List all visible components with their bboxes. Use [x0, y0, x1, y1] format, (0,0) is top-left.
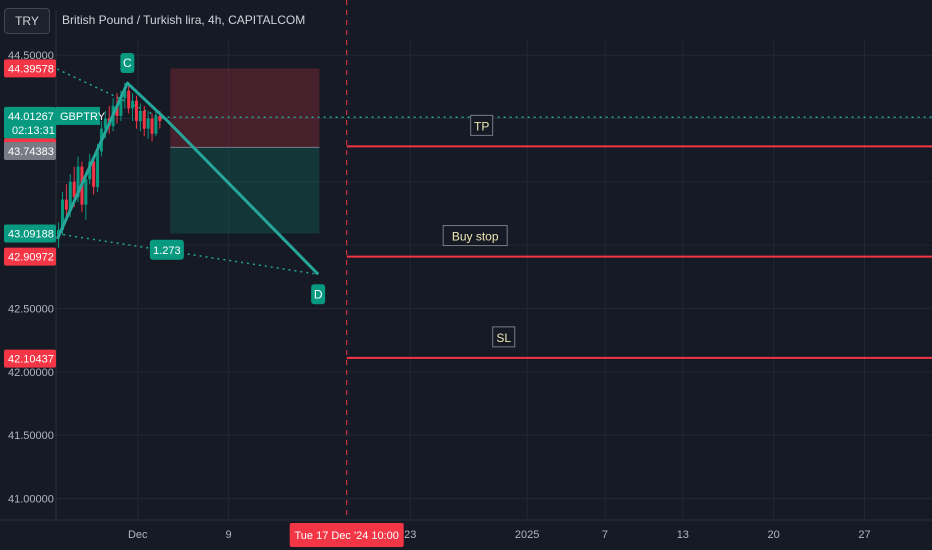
- crosshair-time-label: Tue 17 Dec '24 10:00: [294, 530, 398, 542]
- grid: [56, 40, 932, 520]
- candle-body: [146, 118, 150, 129]
- symbol-tag-badge: [56, 106, 100, 125]
- time-tick-label: 13: [677, 529, 689, 541]
- chart-header: TRY British Pound / Turkish lira, 4h, CA…: [0, 0, 932, 40]
- candle-body: [96, 151, 100, 187]
- symbol-tag-label: GBPTRY: [60, 111, 106, 123]
- candle-body: [127, 90, 131, 109]
- candle-body: [68, 181, 72, 210]
- time-tick-label: Dec: [128, 529, 148, 541]
- candle-body: [88, 161, 92, 180]
- pattern-point-label: D: [314, 287, 323, 301]
- candle-body: [154, 115, 158, 134]
- candle-body: [76, 166, 80, 198]
- price-label-value: 42.10437: [8, 354, 54, 366]
- price-tick-label: 41.50000: [8, 430, 54, 442]
- candle-body: [115, 105, 119, 116]
- price-tick-label: 42.00000: [8, 367, 54, 379]
- dotted-trend-line: [56, 68, 168, 122]
- price-label-value: 42.90972: [8, 252, 54, 264]
- price-label-badge: [4, 247, 56, 266]
- time-tick-label: 7: [602, 529, 608, 541]
- level-label: TP: [474, 119, 489, 133]
- position-stop-zone: [170, 68, 320, 148]
- time-tick-label: 2025: [515, 529, 539, 541]
- candle-body: [158, 115, 162, 122]
- pattern-point-label: C: [123, 56, 132, 70]
- price-label-countdown: 02:13:31: [12, 125, 55, 137]
- price-tick-label: 41.00000: [8, 493, 54, 505]
- time-tick-label: 20: [768, 529, 780, 541]
- fib-ratio-label: 1.273: [153, 245, 181, 257]
- candle-body: [103, 118, 107, 129]
- price-label-badge: [4, 106, 56, 139]
- candle-body: [123, 90, 127, 99]
- level-label-box: [492, 326, 516, 348]
- price-tick-label: 42.50000: [8, 303, 54, 315]
- candle-body: [142, 110, 146, 129]
- price-label-badge: [4, 59, 56, 78]
- level-label-box: [442, 225, 508, 247]
- candle-body: [119, 98, 123, 116]
- candle-body: [138, 110, 142, 122]
- candle-body: [150, 118, 154, 134]
- price-label-value: 43.74383: [8, 146, 54, 158]
- price-tick-label: 44.50000: [8, 50, 54, 62]
- price-label-value: 44.39578: [8, 63, 54, 75]
- candle-body: [134, 100, 138, 122]
- candle-body: [84, 179, 88, 205]
- crosshair-time-badge: [289, 523, 404, 547]
- pattern-line: [55, 81, 320, 276]
- dotted-trend-line: [57, 233, 319, 276]
- price-label-badge: [4, 141, 56, 160]
- candle-body: [60, 199, 64, 230]
- time-tick-label: 23: [404, 529, 416, 541]
- price-label-value: 44.01267: [8, 111, 54, 123]
- chart-title: British Pound / Turkish lira, 4h, CAPITA…: [62, 13, 306, 27]
- pattern-point-badge: [311, 284, 326, 305]
- time-tick-label: 9: [226, 529, 232, 541]
- candle-body: [64, 199, 68, 210]
- price-label-badge: [4, 349, 56, 368]
- position-target-zone: [170, 147, 320, 234]
- level-label: SL: [496, 331, 511, 345]
- level-label-box: [470, 114, 494, 136]
- price-label-value: 43.09188: [8, 229, 54, 241]
- time-tick-label: 27: [858, 529, 870, 541]
- fib-ratio-badge: [149, 239, 184, 260]
- candle-body: [72, 181, 76, 198]
- price-label-badge: [4, 224, 56, 243]
- candle-body: [131, 100, 135, 109]
- level-label: Buy stop: [452, 230, 499, 244]
- candle-body: [92, 161, 96, 187]
- symbol-button[interactable]: TRY: [4, 8, 50, 34]
- pattern-point-badge: [120, 53, 135, 74]
